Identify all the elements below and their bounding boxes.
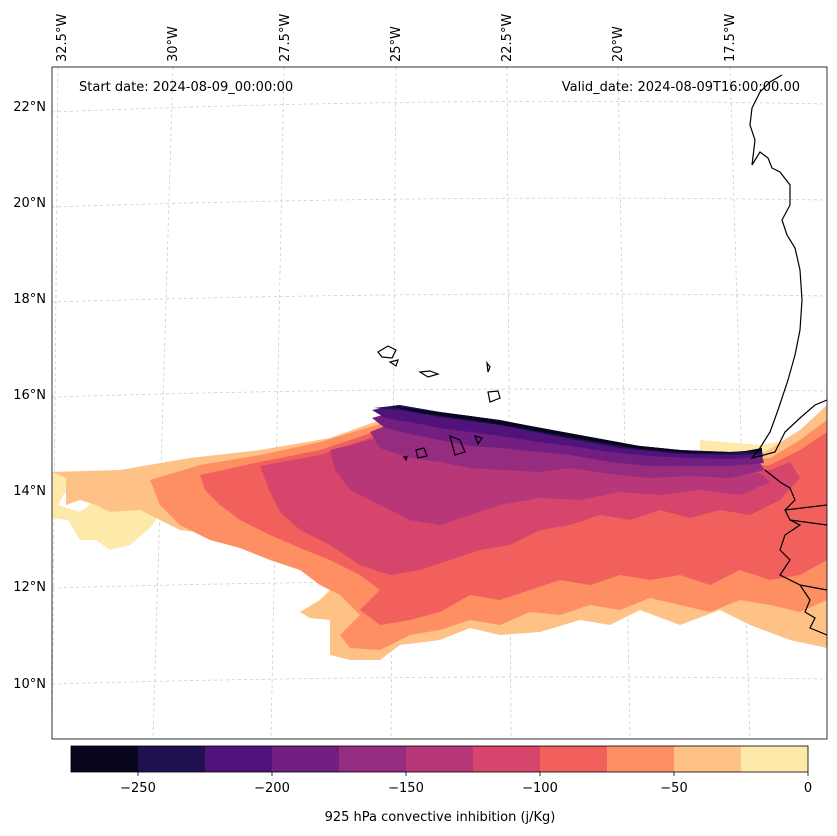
colorbar-swatch	[138, 746, 206, 772]
colorbar-swatch	[540, 746, 608, 772]
lat-label: 10°N	[13, 677, 46, 692]
lon-label: 25°W	[389, 26, 404, 62]
lon-labels: 32.5°W 30°W 27.5°W 25°W 22.5°W 20°W 17.5…	[55, 14, 738, 62]
lat-gridline-16n	[52, 388, 827, 398]
colorbar-swatch	[71, 746, 139, 772]
colorbar-swatch	[272, 746, 340, 772]
island-sao-vicente	[388, 359, 399, 367]
cin-contours	[52, 405, 827, 660]
lon-gridline-32-5w	[52, 67, 59, 739]
start-date-label: Start date: 2024-08-09_00:00:00	[79, 80, 293, 95]
colorbar-tick-label: −150	[388, 781, 424, 796]
lon-label: 20°W	[611, 26, 626, 62]
lat-labels: 22°N 20°N 18°N 16°N 14°N 12°N 10°N	[13, 100, 46, 692]
colorbar-swatch	[741, 746, 809, 772]
island-brava	[402, 456, 408, 462]
island-sal	[486, 360, 491, 373]
lon-gridline-27-5w	[270, 67, 285, 739]
valid-date-label: Valid_date: 2024-08-09T16:00:00.00	[562, 80, 800, 95]
lat-label: 14°N	[13, 484, 46, 499]
lat-gridline-12n	[52, 580, 827, 589]
lon-gridline-30w	[152, 67, 174, 739]
lat-label: 20°N	[13, 196, 46, 211]
guinea-border-line	[784, 504, 827, 591]
lat-gridline-18n	[52, 293, 827, 303]
lon-gridline-20w	[617, 67, 631, 739]
colorbar-swatch	[205, 746, 273, 772]
colorbar-tick-label: −100	[522, 781, 558, 796]
lon-label: 32.5°W	[55, 14, 70, 62]
colorbar-tick-label: −250	[120, 781, 156, 796]
island-sao-nicolau	[418, 370, 440, 378]
lat-label: 12°N	[13, 580, 46, 595]
colorbar-swatch	[674, 746, 742, 772]
lat-label: 16°N	[13, 388, 46, 403]
colorbar-tick-labels: −250 −200 −150 −100 −50 0	[120, 781, 812, 796]
colorbar-ticks	[137, 772, 809, 776]
island-santiago	[449, 435, 466, 456]
island-fogo	[415, 447, 428, 459]
island-boa-vista	[487, 390, 501, 403]
lat-gridline-10n	[52, 676, 827, 685]
contour-band-0-to-minus-25	[52, 425, 827, 640]
west-africa-coastline	[749, 74, 827, 460]
lon-gridline-17-5w	[729, 67, 751, 739]
lat-label: 22°N	[13, 100, 46, 115]
coastlines	[377, 74, 827, 636]
colorbar-border	[70, 745, 809, 773]
lat-gridline-20n	[52, 197, 827, 208]
lat-gridline-22n	[52, 100, 827, 113]
colorbar-tick-label: −200	[254, 781, 290, 796]
colorbar-swatch	[473, 746, 541, 772]
island-santo-antao	[377, 345, 397, 359]
lon-label: 22.5°W	[500, 14, 515, 62]
island-maio	[474, 435, 483, 446]
colorbar-swatch	[339, 746, 407, 772]
map-frame	[51, 66, 828, 740]
lon-label: 27.5°W	[278, 14, 293, 62]
colorbar-tick-label: 0	[804, 781, 812, 796]
colorbar-label: 925 hPa convective inhibition (j/Kg)	[325, 810, 556, 825]
lon-label: 30°W	[166, 26, 181, 62]
gambia-guinea-coastline	[764, 469, 827, 636]
colorbar-swatch	[607, 746, 675, 772]
colorbar-tick-label: −50	[660, 781, 687, 796]
lat-label: 18°N	[13, 292, 46, 307]
colorbar-swatch	[406, 746, 474, 772]
lon-label: 17.5°W	[723, 14, 738, 62]
colorbar	[70, 745, 809, 773]
